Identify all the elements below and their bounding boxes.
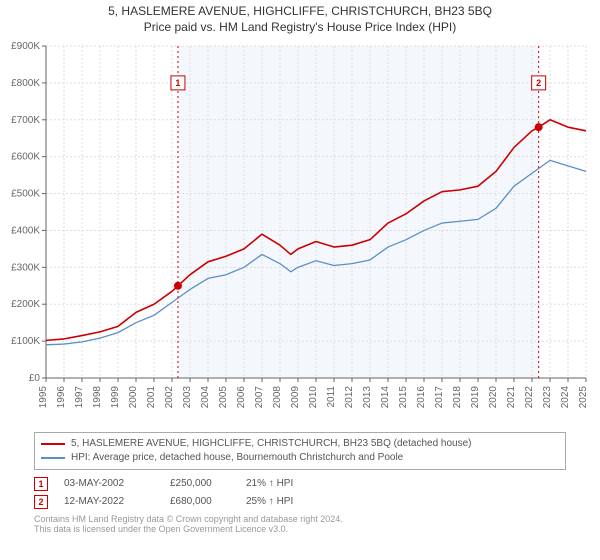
- svg-text:2019: 2019: [470, 386, 481, 409]
- svg-text:2001: 2001: [146, 386, 157, 409]
- svg-text:£400K: £400K: [11, 225, 40, 236]
- svg-text:£600K: £600K: [11, 152, 40, 163]
- svg-text:2016: 2016: [416, 386, 427, 409]
- svg-text:1: 1: [175, 78, 180, 88]
- svg-text:2015: 2015: [398, 386, 409, 409]
- svg-text:2018: 2018: [452, 386, 463, 409]
- svg-text:2017: 2017: [434, 386, 445, 409]
- event-price: £680,000: [170, 494, 230, 510]
- svg-text:2002: 2002: [164, 386, 175, 409]
- svg-text:2014: 2014: [380, 386, 391, 409]
- event-price: £250,000: [170, 476, 230, 492]
- svg-text:1997: 1997: [74, 386, 85, 409]
- svg-text:2: 2: [536, 78, 541, 88]
- event-delta: 21% ↑ HPI: [246, 476, 293, 492]
- svg-text:2022: 2022: [524, 386, 535, 409]
- svg-text:£0: £0: [29, 373, 41, 384]
- title-line-1: 5, HASLEMERE AVENUE, HIGHCLIFFE, CHRISTC…: [0, 4, 600, 18]
- svg-text:1995: 1995: [38, 386, 49, 409]
- svg-text:2000: 2000: [128, 386, 139, 409]
- svg-text:2025: 2025: [578, 386, 589, 409]
- svg-text:1998: 1998: [92, 386, 103, 409]
- svg-text:£100K: £100K: [11, 336, 40, 347]
- svg-text:2004: 2004: [200, 386, 211, 409]
- svg-text:1996: 1996: [56, 386, 67, 409]
- event-date: 03-MAY-2002: [64, 476, 154, 492]
- legend-row-price-paid: 5, HASLEMERE AVENUE, HIGHCLIFFE, CHRISTC…: [41, 437, 559, 451]
- title-block: 5, HASLEMERE AVENUE, HIGHCLIFFE, CHRISTC…: [0, 4, 600, 34]
- svg-text:2005: 2005: [218, 386, 229, 409]
- svg-text:2013: 2013: [362, 386, 373, 409]
- svg-text:2020: 2020: [488, 386, 499, 409]
- svg-text:£700K: £700K: [11, 115, 40, 126]
- svg-text:£200K: £200K: [11, 299, 40, 310]
- svg-text:2012: 2012: [344, 386, 355, 409]
- svg-text:1999: 1999: [110, 386, 121, 409]
- svg-text:2021: 2021: [506, 386, 517, 409]
- svg-text:2008: 2008: [272, 386, 283, 409]
- footer-line-1: Contains HM Land Registry data © Crown c…: [34, 514, 566, 524]
- event-delta: 25% ↑ HPI: [246, 494, 293, 510]
- title-line-2: Price paid vs. HM Land Registry's House …: [0, 20, 600, 34]
- event-table: 1 03-MAY-2002 £250,000 21% ↑ HPI 2 12-MA…: [34, 476, 566, 510]
- svg-text:2003: 2003: [182, 386, 193, 409]
- event-badge: 1: [34, 477, 48, 491]
- svg-text:£800K: £800K: [11, 78, 40, 89]
- svg-text:2024: 2024: [560, 386, 571, 409]
- event-row: 1 03-MAY-2002 £250,000 21% ↑ HPI: [34, 476, 566, 492]
- svg-text:£500K: £500K: [11, 189, 40, 200]
- event-badge: 2: [34, 495, 48, 509]
- svg-text:£900K: £900K: [11, 41, 40, 52]
- svg-text:2023: 2023: [542, 386, 553, 409]
- event-row: 2 12-MAY-2022 £680,000 25% ↑ HPI: [34, 494, 566, 510]
- legend-label-hpi: HPI: Average price, detached house, Bour…: [71, 451, 403, 465]
- line-chart: £0 £100K £200K £300K £400K £500K £600K £700K £80…: [0, 38, 600, 428]
- legend-row-hpi: HPI: Average price, detached house, Bour…: [41, 451, 559, 465]
- legend-box: 5, HASLEMERE AVENUE, HIGHCLIFFE, CHRISTC…: [34, 432, 566, 470]
- footer-line-2: This data is licensed under the Open Gov…: [34, 524, 566, 534]
- footer: Contains HM Land Registry data © Crown c…: [34, 514, 566, 534]
- svg-text:2011: 2011: [326, 386, 337, 408]
- event-date: 12-MAY-2022: [64, 494, 154, 510]
- svg-text:2010: 2010: [308, 386, 319, 409]
- svg-text:2009: 2009: [290, 386, 301, 409]
- chart-container: £0 £100K £200K £300K £400K £500K £600K £700K £80…: [0, 38, 600, 428]
- legend-label-price-paid: 5, HASLEMERE AVENUE, HIGHCLIFFE, CHRISTC…: [71, 437, 472, 451]
- legend-swatch-price-paid: [41, 443, 65, 445]
- svg-text:2006: 2006: [236, 386, 247, 409]
- svg-text:2007: 2007: [254, 386, 265, 409]
- svg-text:£300K: £300K: [11, 262, 40, 273]
- legend-swatch-hpi: [41, 457, 65, 459]
